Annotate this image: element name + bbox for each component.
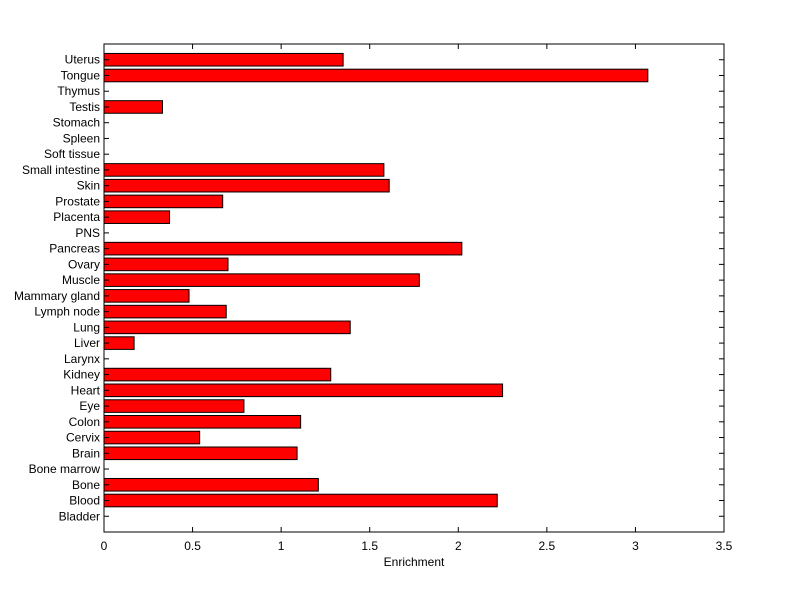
y-tick-label: Testis xyxy=(69,100,100,114)
y-tick-label: Eye xyxy=(79,399,100,413)
x-tick-label: 3.5 xyxy=(716,539,733,553)
bar-placenta xyxy=(103,210,171,224)
x-tick-label: 1.5 xyxy=(361,539,378,553)
bar-eye xyxy=(103,399,245,413)
y-tick-label: Lymph node xyxy=(34,305,100,319)
x-tick-label: 3 xyxy=(632,539,639,553)
bar-cervix xyxy=(103,430,201,445)
y-tick-label: Cervix xyxy=(66,431,100,445)
y-tick-label: Kidney xyxy=(63,368,100,382)
bar-brain xyxy=(103,446,298,461)
bar-uterus xyxy=(103,52,344,67)
bar-lung xyxy=(103,320,351,335)
y-tick-label: Larynx xyxy=(64,352,100,366)
y-tick-label: Placenta xyxy=(53,210,100,224)
y-tick-label: Heart xyxy=(71,383,101,397)
y-tick-label: Uterus xyxy=(65,53,100,67)
y-tick-label: Bone marrow xyxy=(29,462,101,476)
bar-kidney xyxy=(103,367,332,382)
y-tick-label: Soft tissue xyxy=(44,147,100,161)
bar-ovary xyxy=(103,257,229,272)
y-tick-label: PNS xyxy=(75,226,100,240)
y-tick-label: Small intestine xyxy=(22,163,100,177)
x-tick-label: 2.5 xyxy=(539,539,556,553)
bar-pancreas xyxy=(103,241,463,256)
bar-muscle xyxy=(103,273,420,287)
bar-testis xyxy=(103,100,163,114)
bar-skin xyxy=(103,178,390,193)
x-tick-label: 0.5 xyxy=(184,539,201,553)
ticks-group xyxy=(103,44,725,532)
y-tick-label: Stomach xyxy=(53,116,100,130)
bars-group xyxy=(103,52,649,508)
y-tick-label: Blood xyxy=(69,494,100,508)
y-tick-label: Bladder xyxy=(59,509,100,523)
bar-small-intestine xyxy=(103,163,385,177)
y-tick-label: Prostate xyxy=(55,194,100,208)
plot-area-frame xyxy=(103,43,725,533)
y-tick-label: Tongue xyxy=(61,68,101,82)
y-tick-label: Mammary gland xyxy=(14,289,100,303)
y-tick-label: Pancreas xyxy=(49,242,100,256)
y-tick-label: Brain xyxy=(72,446,100,460)
x-tick-label: 1 xyxy=(278,539,285,553)
x-tick-label: 2 xyxy=(455,539,462,553)
bar-lymph-node xyxy=(103,304,227,319)
bar-mammary-gland xyxy=(103,289,190,303)
bar-blood xyxy=(103,493,498,508)
bar-tongue xyxy=(103,68,649,83)
y-tick-label: Lung xyxy=(73,320,100,334)
x-axis-label: Enrichment xyxy=(384,555,445,569)
x-tick-label: 0 xyxy=(101,539,108,553)
y-tick-label: Ovary xyxy=(68,257,100,271)
y-tick-label: Muscle xyxy=(62,273,100,287)
y-tick-label: Colon xyxy=(69,415,100,429)
y-tick-label: Skin xyxy=(77,179,100,193)
y-tick-label: Bone xyxy=(72,478,100,492)
bar-colon xyxy=(103,415,302,429)
bar-bone xyxy=(103,477,319,492)
bar-prostate xyxy=(103,194,224,209)
bar-heart xyxy=(103,383,504,398)
y-tick-label: Thymus xyxy=(57,84,100,98)
y-tick-label: Spleen xyxy=(63,131,100,145)
y-tick-label: Liver xyxy=(74,336,100,350)
